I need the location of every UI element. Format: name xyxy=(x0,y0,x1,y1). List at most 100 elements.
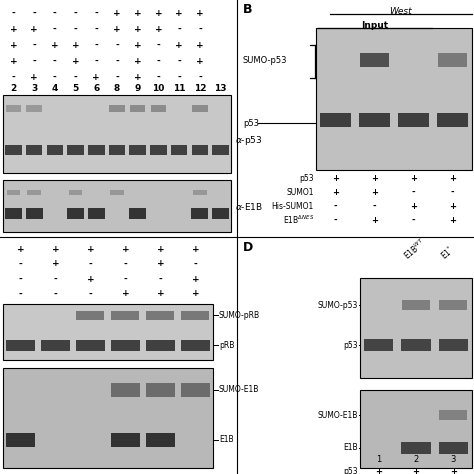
Text: -: - xyxy=(177,73,181,82)
Text: D: D xyxy=(243,240,253,254)
Text: -: - xyxy=(451,188,454,197)
Bar xyxy=(212,208,229,219)
Text: +: + xyxy=(134,40,142,49)
Bar xyxy=(27,104,42,111)
Bar xyxy=(67,145,84,155)
Text: -: - xyxy=(53,25,57,34)
Text: 2: 2 xyxy=(413,456,419,465)
Text: +: + xyxy=(157,259,164,268)
Text: -: - xyxy=(156,40,160,49)
Bar xyxy=(67,208,84,219)
Text: E1$^{*}$: E1$^{*}$ xyxy=(438,243,457,262)
Text: -: - xyxy=(412,188,415,197)
Bar xyxy=(5,145,22,155)
Bar xyxy=(76,310,104,319)
Bar xyxy=(191,145,208,155)
Bar xyxy=(88,145,105,155)
Bar xyxy=(401,339,430,351)
Bar xyxy=(181,383,210,397)
Bar xyxy=(6,104,21,111)
Text: +: + xyxy=(17,245,24,254)
Text: +: + xyxy=(332,173,339,182)
Text: +: + xyxy=(191,245,199,254)
Text: -: - xyxy=(198,73,202,82)
Text: -: - xyxy=(89,290,92,299)
Text: +: + xyxy=(175,40,183,49)
Text: +: + xyxy=(371,188,378,197)
Text: -: - xyxy=(94,25,98,34)
Bar xyxy=(111,339,140,350)
Text: -: - xyxy=(159,274,163,283)
Text: +: + xyxy=(72,40,79,49)
Text: 9: 9 xyxy=(135,83,141,92)
Text: +: + xyxy=(157,245,164,254)
Text: +: + xyxy=(122,290,129,299)
Text: E1B$^{WT}$: E1B$^{WT}$ xyxy=(401,236,429,262)
Bar xyxy=(439,300,467,310)
Text: -: - xyxy=(177,56,181,65)
Text: +: + xyxy=(87,274,94,283)
Text: Input: Input xyxy=(362,20,389,29)
Bar xyxy=(3,180,231,232)
Bar xyxy=(150,145,167,155)
Text: +: + xyxy=(9,40,17,49)
Text: +: + xyxy=(155,9,162,18)
Text: -: - xyxy=(18,274,22,283)
Text: SUMO-E1B: SUMO-E1B xyxy=(318,410,358,419)
Text: 6: 6 xyxy=(93,83,100,92)
Text: SUMO-p53: SUMO-p53 xyxy=(318,301,358,310)
Bar xyxy=(7,190,20,194)
Text: -: - xyxy=(32,56,36,65)
Text: 5: 5 xyxy=(73,83,79,92)
Text: +: + xyxy=(332,188,339,197)
Text: +: + xyxy=(9,56,17,65)
Bar xyxy=(76,339,105,350)
Text: p53: p53 xyxy=(300,173,314,182)
Text: 3: 3 xyxy=(31,83,37,92)
Text: -: - xyxy=(198,25,202,34)
Bar xyxy=(110,190,124,194)
Text: 10: 10 xyxy=(152,83,164,92)
Text: -: - xyxy=(89,259,92,268)
Text: +: + xyxy=(196,9,204,18)
Text: SUMO1: SUMO1 xyxy=(286,188,314,197)
Bar xyxy=(129,145,146,155)
Text: -: - xyxy=(94,56,98,65)
Bar xyxy=(360,390,472,468)
Bar xyxy=(212,145,229,155)
Text: +: + xyxy=(30,73,38,82)
Bar xyxy=(360,278,472,378)
Bar xyxy=(316,28,472,170)
Text: +: + xyxy=(410,173,417,182)
Text: -: - xyxy=(412,216,415,225)
Text: +: + xyxy=(87,245,94,254)
Bar xyxy=(109,145,125,155)
Bar xyxy=(130,104,146,111)
Text: SUMO-p53: SUMO-p53 xyxy=(243,55,288,64)
Text: E1B: E1B xyxy=(219,436,234,445)
Text: -: - xyxy=(334,216,337,225)
Bar xyxy=(151,104,166,111)
Text: -: - xyxy=(156,73,160,82)
Bar xyxy=(27,190,41,194)
Text: -: - xyxy=(115,73,119,82)
Bar xyxy=(192,104,208,111)
Text: $\alpha$-E1B: $\alpha$-E1B xyxy=(235,201,263,211)
Bar xyxy=(402,300,430,310)
Text: $\alpha$-p53: $\alpha$-p53 xyxy=(235,134,263,146)
Text: -: - xyxy=(11,9,15,18)
Text: 2: 2 xyxy=(10,83,17,92)
Text: +: + xyxy=(191,290,199,299)
Text: -: - xyxy=(18,290,22,299)
Bar xyxy=(109,104,125,111)
Text: +: + xyxy=(371,173,378,182)
Bar xyxy=(111,310,139,319)
Text: 3: 3 xyxy=(451,456,456,465)
Text: -: - xyxy=(53,73,57,82)
Bar xyxy=(439,339,468,351)
Text: -: - xyxy=(32,40,36,49)
Text: +: + xyxy=(196,40,204,49)
Text: +: + xyxy=(92,73,100,82)
Text: +: + xyxy=(375,466,382,474)
Text: +: + xyxy=(449,201,456,210)
